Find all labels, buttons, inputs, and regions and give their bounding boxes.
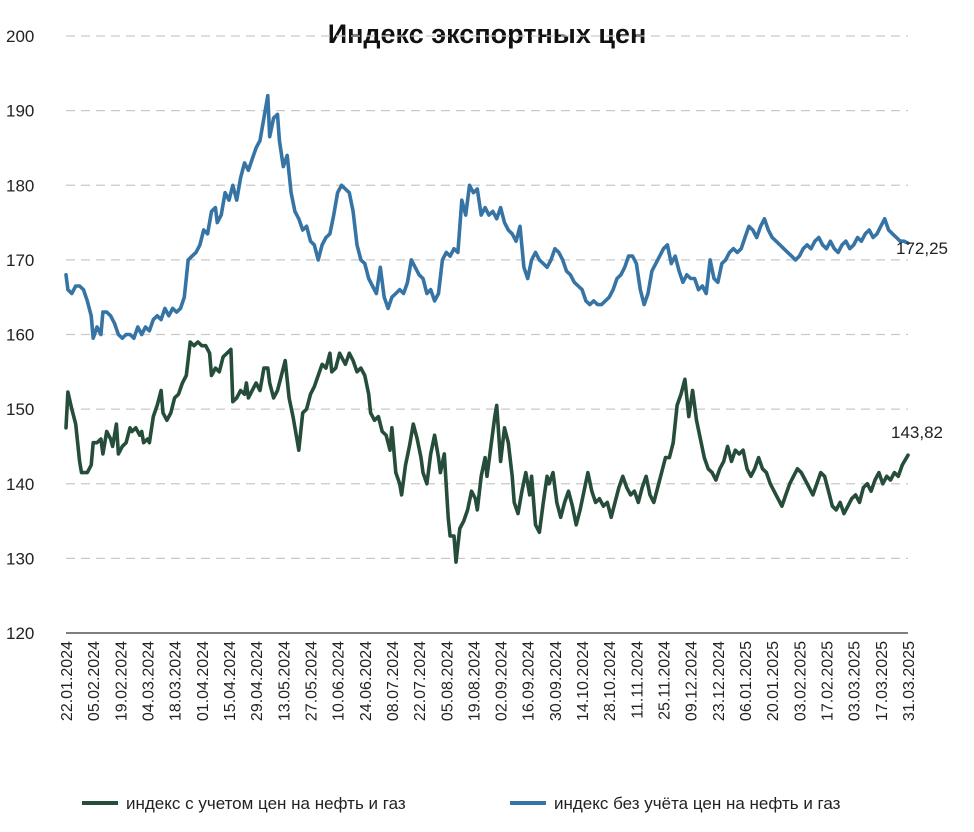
x-tick-label: 23.12.2024 — [711, 641, 728, 721]
end-value-label: 143,82 — [891, 423, 943, 442]
x-tick-label: 08.07.2024 — [385, 641, 402, 721]
x-tick-label: 20.01.2025 — [765, 641, 782, 721]
series-line-oil-gas — [64, 340, 910, 564]
y-tick-label-200: 200 — [6, 27, 34, 46]
x-tick-label: 06.01.2025 — [738, 641, 755, 721]
x-tick-label: 10.06.2024 — [331, 641, 348, 721]
y-tick-label-130: 130 — [6, 549, 34, 568]
x-tick-label: 01.04.2024 — [195, 641, 212, 721]
x-tick-label: 05.08.2024 — [439, 641, 456, 721]
x-tick-label: 17.02.2025 — [820, 641, 837, 721]
x-tick-label: 18.03.2024 — [168, 641, 185, 721]
x-tick-label: 25.11.2024 — [657, 641, 674, 720]
chart-title: Индекс экспортных цен — [328, 19, 647, 49]
x-tick-label: 03.03.2025 — [847, 641, 864, 721]
x-tick-label: 22.07.2024 — [412, 641, 429, 721]
x-tick-label: 30.09.2024 — [548, 641, 565, 721]
legend-label-oil-gas: индекс с учетом цен на нефть и газ — [126, 794, 406, 813]
legend: индекс с учетом цен на нефть и газ индек… — [82, 794, 841, 813]
grid-layer — [66, 35, 908, 560]
x-tick-label: 15.04.2024 — [222, 641, 239, 721]
y-tick-label-140: 140 — [6, 475, 34, 494]
x-tick-label: 09.12.2024 — [684, 641, 701, 721]
x-tick-label: 28.10.2024 — [602, 641, 619, 721]
x-tick-label: 29.04.2024 — [249, 641, 266, 721]
x-tick-label: 27.05.2024 — [303, 641, 320, 721]
x-tick-label: 13.05.2024 — [276, 641, 293, 721]
x-tick-label: 02.09.2024 — [494, 641, 511, 721]
x-tick-label: 04.03.2024 — [140, 641, 157, 721]
y-tick-label-150: 150 — [6, 400, 34, 419]
y-tick-label-170: 170 — [6, 251, 34, 270]
x-tick-label: 17.03.2025 — [874, 641, 891, 721]
x-tick-label: 24.06.2024 — [358, 641, 375, 721]
y-tick-label-180: 180 — [6, 176, 34, 195]
end-value-labels: 143,82 172,25 — [891, 239, 948, 442]
series-line-non-oil-gas — [64, 93, 910, 340]
series-layer — [64, 93, 910, 564]
x-tick-label: 19.08.2024 — [466, 641, 483, 721]
x-tick-label: 14.10.2024 — [575, 641, 592, 721]
end-value-label: 172,25 — [896, 239, 948, 258]
x-tick-label: 05.02.2024 — [86, 641, 103, 721]
x-tick-label: 31.03.2025 — [901, 641, 918, 721]
x-tick-label: 03.02.2025 — [792, 641, 809, 721]
y-tick-label-120: 120 — [6, 624, 34, 643]
x-tick-label: 19.02.2024 — [113, 641, 130, 721]
legend-label-non-oil-gas: индекс без учёта цен на нефть и газ — [554, 794, 841, 813]
y-tick-label-160: 160 — [6, 326, 34, 345]
x-tick-label: 16.09.2024 — [521, 641, 538, 721]
x-tick-label: 11.11.2024 — [629, 641, 646, 719]
y-tick-label-190: 190 — [6, 102, 34, 121]
y-axis-tick-labels: 120 130 140 150 160 170 180 190 200 — [6, 27, 34, 643]
x-tick-label: 22.01.2024 — [59, 641, 76, 721]
x-axis-tick-labels: 22.01.2024 05.02.2024 19.02.2024 04.03.2024… — [59, 641, 918, 721]
